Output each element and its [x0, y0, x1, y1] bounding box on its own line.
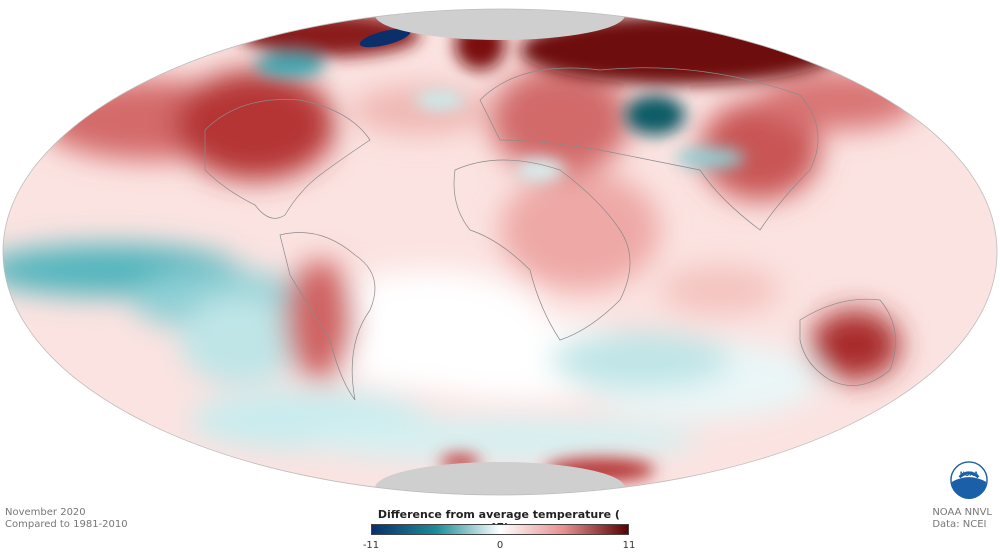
date-caption: November 2020 Compared to 1981-2010: [5, 507, 128, 531]
credits-caption: NOAA NNVL Data: NCEI: [932, 507, 992, 531]
legend-mid-label: 0: [496, 540, 504, 551]
color-scale-bar: [371, 524, 629, 535]
south-america-outline: [279, 232, 376, 401]
data-source-label: Data: NCEI: [932, 519, 987, 530]
eurasia-outline: [479, 67, 819, 231]
noaa-logo-icon: NOAA: [950, 461, 988, 499]
north-america-outline: [204, 99, 371, 219]
legend-max-label: 11: [622, 540, 636, 551]
globe-border: [2, 8, 998, 496]
global-temperature-anomaly-map: [2, 8, 998, 496]
svg-text:NOAA: NOAA: [960, 472, 979, 478]
baseline-label: Compared to 1981-2010: [5, 519, 128, 530]
legend-min-label: -11: [362, 540, 380, 551]
month-label: November 2020: [5, 507, 86, 518]
africa-outline: [453, 159, 631, 341]
anomaly-field: [3, 9, 997, 495]
continent-outlines: [204, 67, 896, 401]
australia-outline: [799, 298, 896, 386]
credit-label: NOAA NNVL: [932, 507, 992, 518]
